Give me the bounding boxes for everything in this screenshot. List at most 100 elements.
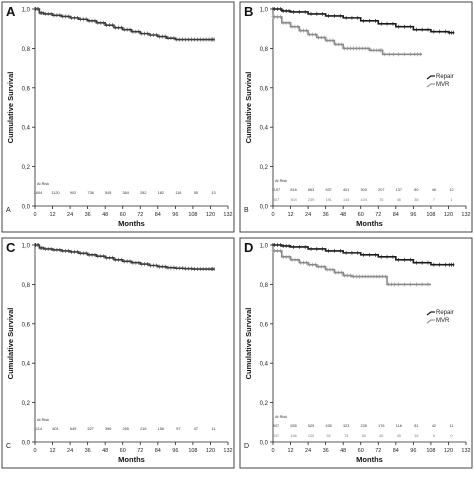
at-risk-title: At Risk xyxy=(37,418,49,422)
survival-curve-mvr xyxy=(273,16,423,56)
x-tick-label: 24 xyxy=(67,448,73,454)
at-risk-count: 663 xyxy=(308,188,314,192)
x-tick-label: 108 xyxy=(188,448,197,454)
y-axis-label: Cumulative Survival xyxy=(244,72,253,144)
x-tick-label: 12 xyxy=(49,212,55,218)
y-tick-label: 0,0 xyxy=(260,205,269,211)
at-risk-count: 736 xyxy=(87,191,93,195)
start-marker: + xyxy=(271,243,275,249)
x-tick-label: 132 xyxy=(461,212,470,218)
at-risk-count: 649 xyxy=(70,427,76,431)
survival-curve-overall xyxy=(35,244,215,270)
panel-frame xyxy=(239,1,473,233)
y-tick-label: 0,0 xyxy=(260,441,269,447)
x-tick-label: 60 xyxy=(120,212,126,218)
survival-curve-repair xyxy=(273,244,455,266)
at-risk-count: 40 xyxy=(397,434,401,438)
y-tick-label: 0,6 xyxy=(22,86,31,92)
y-tick-label: 0,4 xyxy=(260,126,269,132)
x-tick-label: 12 xyxy=(287,212,293,218)
y-tick-label: 0,8 xyxy=(22,47,31,53)
y-axis-label: Cumulative Survival xyxy=(6,72,15,144)
at-risk-count: 235 xyxy=(361,424,367,428)
at-risk-count: 144 xyxy=(343,198,349,202)
y-tick-label: 0,0 xyxy=(22,205,31,211)
x-tick-label: 96 xyxy=(172,212,178,218)
panel-frame xyxy=(239,237,473,469)
at-risk-count: 529 xyxy=(308,424,314,428)
at-risk-title: At Risk xyxy=(275,415,287,419)
y-tick-label: 0,2 xyxy=(22,401,31,407)
at-risk-count: 537 xyxy=(325,188,331,192)
panel-letter: B xyxy=(244,4,253,19)
at-risk-count: 46 xyxy=(432,188,436,192)
at-risk-count: 73 xyxy=(344,434,348,438)
y-tick-label: 0,2 xyxy=(22,165,31,171)
survival-curve-repair xyxy=(273,8,455,34)
x-tick-label: 72 xyxy=(375,212,381,218)
at-risk-count: 396 xyxy=(105,427,111,431)
at-risk-count: 104 xyxy=(361,198,367,202)
x-tick-label: 12 xyxy=(49,448,55,454)
x-tick-label: 36 xyxy=(85,448,91,454)
at-risk-count: 176 xyxy=(378,424,384,428)
panel-frame xyxy=(1,1,235,233)
at-risk-count: 42 xyxy=(432,424,436,428)
x-tick-label: 96 xyxy=(410,448,416,454)
start-marker: + xyxy=(271,15,275,21)
at-risk-count: 50 xyxy=(362,434,366,438)
x-tick-label: 108 xyxy=(426,212,435,218)
at-risk-count: 81 xyxy=(414,424,418,428)
start-marker: + xyxy=(271,249,275,255)
at-risk-count: 207 xyxy=(378,188,384,192)
panel-b: 0,00,20,40,60,81,00 12 24 36 48 60 72 84 96 108 12… xyxy=(239,1,473,233)
at-risk-count: 282 xyxy=(140,191,146,195)
start-marker: + xyxy=(33,243,37,249)
x-tick-label: 120 xyxy=(206,212,215,218)
x-tick-label: 48 xyxy=(340,448,346,454)
at-risk-title: At Risk xyxy=(37,182,49,186)
at-risk-count: 1197 xyxy=(272,188,280,192)
at-risk-count: 407 xyxy=(273,198,279,202)
y-tick-label: 0,6 xyxy=(260,322,269,328)
x-tick-label: 36 xyxy=(323,212,329,218)
y-tick-label: 0,4 xyxy=(22,362,31,368)
at-risk-count: 655 xyxy=(290,424,296,428)
panel-a: 0,0 0,2 0,4 0,6 0,8 1,0 0 12 24 36 48 60 72 84 96 108 12… xyxy=(1,1,235,233)
at-risk-count: 216 xyxy=(140,427,146,431)
x-tick-label: 24 xyxy=(67,212,73,218)
at-risk-count: 40 xyxy=(379,434,383,438)
panel-c: 0,0 0,2 0,4 0,6 0,8 1,0 0 12 24 36 48 60 72 84 96 108 12… xyxy=(1,237,235,469)
x-axis-label: Months xyxy=(118,219,145,228)
at-risk-count: 545 xyxy=(105,191,111,195)
at-risk-count: 11 xyxy=(449,424,453,428)
x-tick-label: 72 xyxy=(137,212,143,218)
legend-swatch xyxy=(426,75,435,80)
at-risk-count: 16 xyxy=(414,434,418,438)
x-tick-label: 120 xyxy=(444,212,453,218)
at-risk-count: 304 xyxy=(290,198,296,202)
x-tick-label: 0 xyxy=(271,448,274,454)
at-risk-count: 7 xyxy=(433,198,435,202)
at-risk-count: 323 xyxy=(343,424,349,428)
survival-curve-mvr xyxy=(273,250,431,286)
x-tick-label: 120 xyxy=(444,448,453,454)
y-tick-label: 0,0 xyxy=(22,441,31,447)
survival-curve-overall xyxy=(35,8,215,41)
x-tick-label: 84 xyxy=(393,212,399,218)
at-risk-count: 120 xyxy=(308,434,314,438)
x-tick-label: 0 xyxy=(271,212,274,218)
x-tick-label: 24 xyxy=(305,448,311,454)
x-tick-label: 132 xyxy=(461,448,470,454)
x-tick-label: 0 xyxy=(33,448,36,454)
x-tick-label: 96 xyxy=(172,448,178,454)
at-risk-count: 191 xyxy=(325,198,331,202)
at-risk-count: 36 xyxy=(414,198,418,202)
at-risk-count: 47 xyxy=(194,427,198,431)
x-tick-label: 132 xyxy=(223,448,232,454)
x-tick-label: 48 xyxy=(102,448,108,454)
legend-swatch xyxy=(426,319,435,324)
x-tick-label: 60 xyxy=(358,448,364,454)
